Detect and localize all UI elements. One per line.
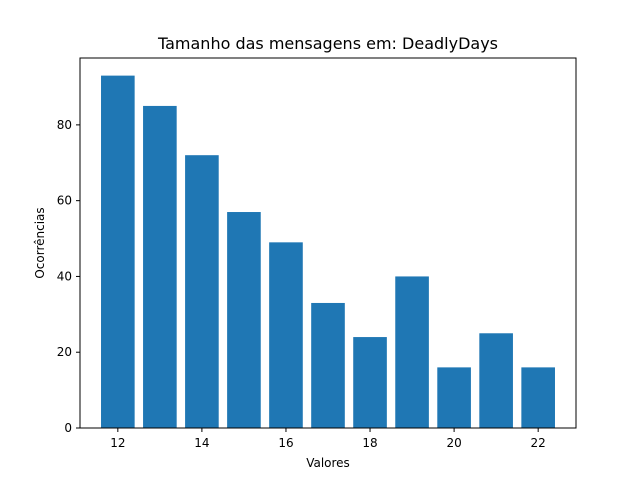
x-tick-label: 14: [194, 436, 209, 450]
bar-19: [395, 276, 429, 428]
x-tick-label: 20: [446, 436, 461, 450]
chart-title: Tamanho das mensagens em: DeadlyDays: [157, 34, 498, 53]
y-axis-label: Ocorrências: [33, 207, 47, 278]
bar-14: [185, 155, 219, 428]
bar-15: [227, 212, 261, 428]
y-tick-label: 40: [57, 269, 72, 283]
x-tick-label: 22: [531, 436, 546, 450]
x-axis-ticks: 12 14 16 18 20 22: [110, 428, 546, 450]
y-tick-label: 60: [57, 194, 72, 208]
x-tick-label: 12: [110, 436, 125, 450]
bars-group: [101, 75, 555, 428]
x-axis-label: Valores: [306, 456, 350, 470]
y-tick-label: 20: [57, 345, 72, 359]
y-tick-label: 80: [57, 118, 72, 132]
bar-17: [311, 302, 345, 428]
bar-20: [437, 367, 471, 428]
bar-16: [269, 242, 303, 428]
x-tick-label: 16: [278, 436, 293, 450]
bar-21: [479, 333, 513, 428]
y-axis-ticks: 0 20 40 60 80: [57, 118, 80, 435]
bar-22: [521, 367, 555, 428]
y-tick-label: 0: [64, 421, 72, 435]
plot-frame: [79, 57, 577, 429]
bar-13: [143, 105, 177, 428]
x-tick-label: 18: [362, 436, 377, 450]
bar-18: [353, 337, 387, 428]
bar-12: [101, 75, 135, 428]
